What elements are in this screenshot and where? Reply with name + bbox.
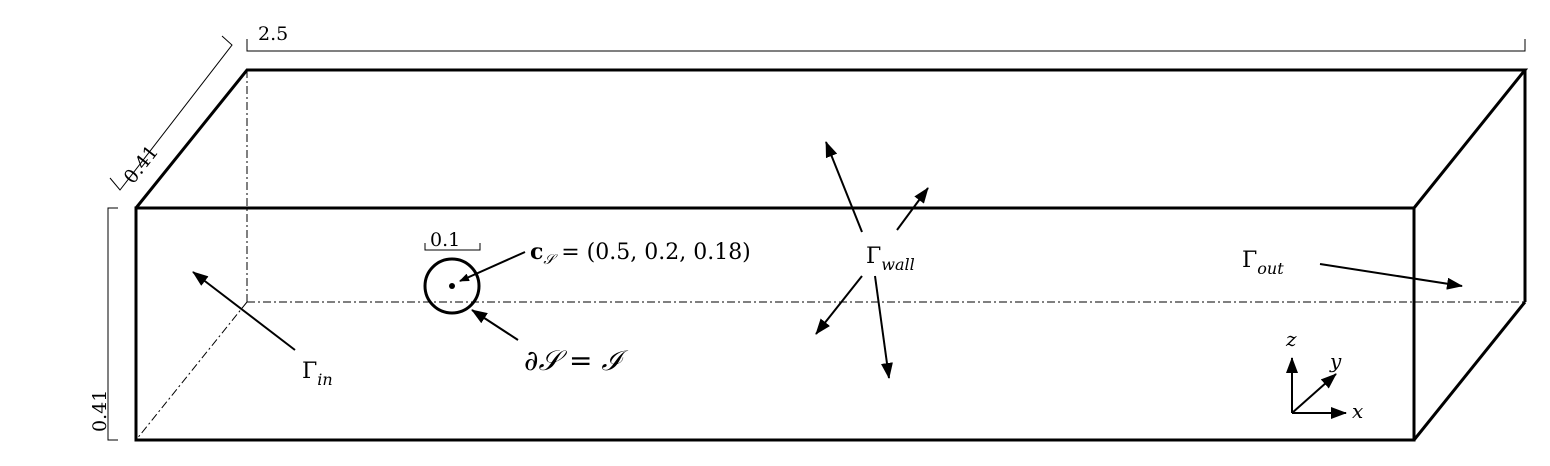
x-axis-label: x	[1352, 399, 1363, 423]
interface-annotation: ∂𝒮 = ℐ	[471, 309, 628, 377]
height-dimension: 0.41	[89, 207, 118, 441]
gamma-wall-label: Γwall	[866, 244, 915, 274]
z-axis-label: z	[1285, 327, 1297, 351]
center-annotation: c𝒮 = (0.5, 0.2, 0.18)	[459, 239, 751, 282]
hidden-edges	[135, 70, 1525, 441]
interface-label: ∂𝒮 = ℐ	[524, 344, 628, 377]
y-axis-label: y	[1329, 349, 1342, 373]
diameter-dimension: 0.1	[424, 229, 481, 251]
gamma-in-label: Γin	[302, 359, 333, 389]
sphere-obstacle	[423, 257, 481, 315]
coordinate-axes	[1286, 357, 1347, 419]
gamma-out-label: Γout	[1242, 248, 1284, 278]
center-label: c𝒮 = (0.5, 0.2, 0.18)	[530, 239, 751, 268]
length-label: 2.5	[258, 23, 288, 45]
height-label: 0.41	[89, 390, 111, 432]
length-dimension: 2.5	[246, 23, 1526, 52]
outflow-annotation: Γout	[1242, 248, 1463, 290]
inflow-annotation: Γin	[192, 271, 333, 389]
channel-box	[134, 68, 1529, 442]
sphere-center-point	[449, 283, 455, 289]
y-axis-arrow	[1291, 373, 1337, 414]
diameter-label: 0.1	[430, 229, 460, 251]
wall-annotation	[815, 141, 929, 379]
